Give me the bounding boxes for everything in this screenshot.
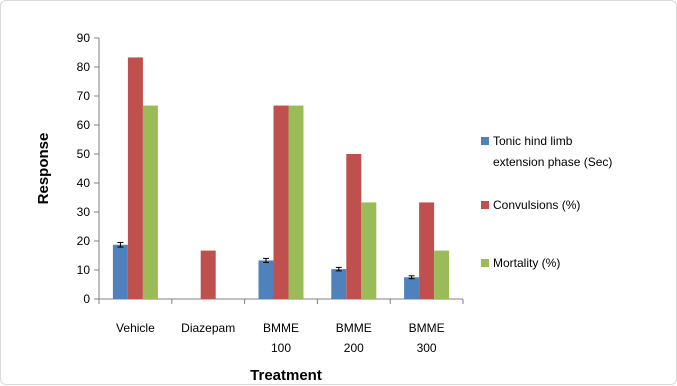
y-tick-label: 10 bbox=[77, 263, 91, 277]
y-tick-label: 50 bbox=[77, 147, 91, 161]
x-tick-label: BMME bbox=[336, 321, 372, 335]
y-tick-label: 40 bbox=[77, 176, 91, 190]
bar bbox=[346, 154, 362, 299]
bar bbox=[419, 202, 435, 299]
legend-label: extension phase (Sec) bbox=[493, 155, 612, 169]
legend-label: Convulsions (%) bbox=[493, 198, 580, 212]
bar bbox=[258, 260, 274, 299]
x-tick-label: 200 bbox=[344, 341, 364, 355]
y-tick-label: 0 bbox=[83, 292, 90, 306]
y-axis-title: Response bbox=[35, 133, 52, 205]
legend-label: Tonic hind limb bbox=[493, 134, 573, 148]
bar bbox=[331, 269, 347, 299]
legend-swatch bbox=[481, 259, 489, 267]
y-tick-label: 30 bbox=[77, 205, 91, 219]
bar bbox=[273, 105, 289, 299]
bar bbox=[288, 105, 304, 299]
bar bbox=[361, 202, 377, 299]
x-axis-title: Treatment bbox=[250, 367, 322, 384]
bar bbox=[404, 277, 420, 299]
x-tick-label: 300 bbox=[417, 341, 437, 355]
bar bbox=[200, 250, 216, 299]
x-tick-label: Diazepam bbox=[181, 321, 235, 335]
y-tick-label: 20 bbox=[77, 234, 91, 248]
x-tick-label: BMME bbox=[263, 321, 299, 335]
bar bbox=[127, 57, 143, 300]
legend-label: Mortality (%) bbox=[493, 256, 560, 270]
bar bbox=[112, 244, 128, 299]
x-tick-label: BMME bbox=[409, 321, 445, 335]
y-tick-label: 90 bbox=[77, 31, 91, 45]
legend-swatch bbox=[481, 137, 489, 145]
bar bbox=[434, 250, 450, 299]
y-tick-label: 70 bbox=[77, 89, 91, 103]
y-tick-label: 60 bbox=[77, 118, 91, 132]
x-tick-label: Vehicle bbox=[116, 321, 155, 335]
legend-swatch bbox=[481, 201, 489, 209]
bar bbox=[142, 105, 158, 299]
y-tick-label: 80 bbox=[77, 60, 91, 74]
x-tick-label: 100 bbox=[271, 341, 291, 355]
